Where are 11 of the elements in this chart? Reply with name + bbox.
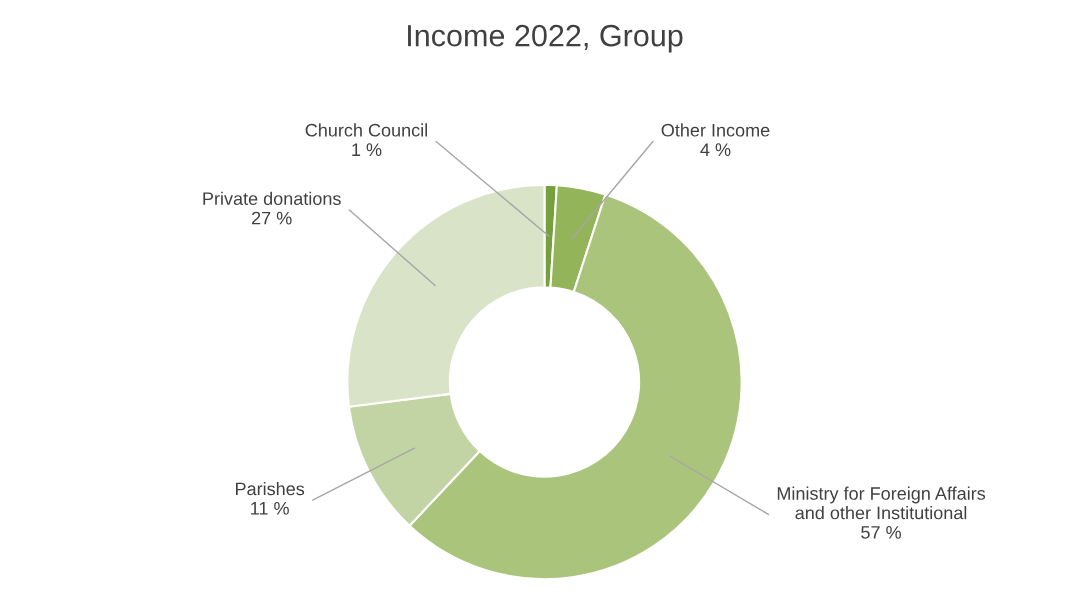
slice-label: Church Council xyxy=(305,123,427,137)
slice-label: Parishes xyxy=(236,481,305,496)
data-label: 1 % xyxy=(352,143,382,156)
data-label: 27 % xyxy=(252,211,292,225)
data-label: 57 % xyxy=(861,526,901,539)
data-label: 11 % xyxy=(251,501,289,515)
data-label: 4 % xyxy=(700,143,731,156)
slice-label: Ministry for Foreign Affairs and other Institutional xyxy=(777,486,986,520)
chart-title: Income 2022, Group xyxy=(408,24,683,53)
slice-label: Other Income xyxy=(661,123,770,137)
slice-label: Private donations xyxy=(203,191,341,206)
